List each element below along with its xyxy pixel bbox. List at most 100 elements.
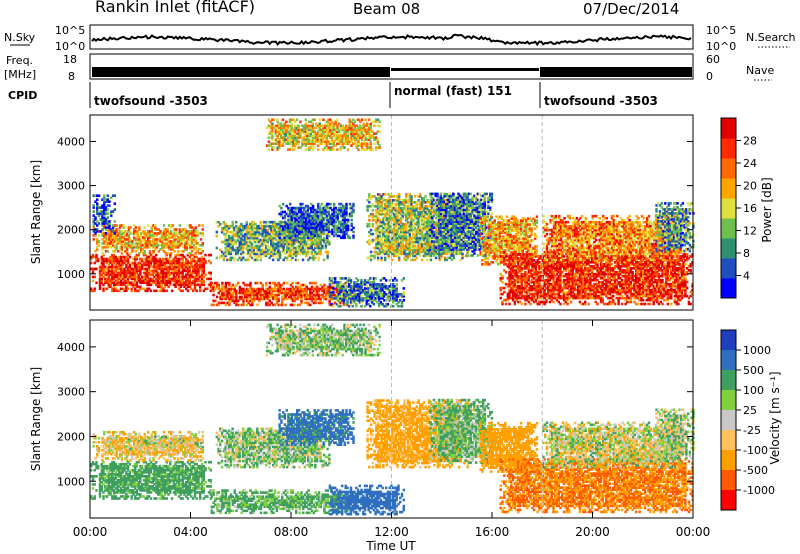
data-cell (188, 267, 191, 271)
data-cell (291, 238, 294, 242)
data-cell (282, 240, 285, 244)
data-cell (398, 203, 401, 206)
data-cell (408, 240, 411, 244)
data-cell (209, 277, 212, 281)
data-cell (340, 210, 343, 214)
data-cell (402, 291, 405, 294)
data-cell (114, 283, 117, 287)
data-cell (333, 220, 336, 224)
data-cell (291, 236, 294, 240)
data-cell (349, 299, 353, 302)
data-cell (124, 242, 127, 245)
data-cell (422, 234, 426, 238)
data-cell (163, 257, 167, 261)
data-cell (311, 222, 315, 226)
data-cell (342, 293, 346, 296)
data-cell (154, 238, 157, 241)
data-cell (385, 302, 388, 306)
data-cell (219, 248, 222, 252)
data-cell (395, 283, 398, 286)
data-cell (304, 214, 308, 218)
data-cell (215, 283, 219, 287)
data-cell (284, 228, 287, 232)
data-cell (179, 275, 183, 279)
data-cell (101, 230, 104, 233)
data-cell (160, 271, 163, 275)
data-cell (384, 238, 387, 242)
data-cell (375, 242, 378, 246)
data-cell (287, 222, 291, 226)
data-cell (107, 269, 110, 273)
data-cell (231, 297, 235, 301)
data-cell (261, 242, 264, 246)
data-cell (112, 273, 116, 277)
data-cell (385, 230, 389, 234)
data-cell (401, 224, 404, 228)
data-cell (199, 244, 203, 247)
data-cell (163, 285, 167, 289)
data-cell (289, 303, 293, 307)
data-cell (148, 263, 151, 267)
data-cell (356, 283, 360, 286)
data-cell (199, 283, 202, 287)
data-cell (104, 238, 108, 241)
data-cell (166, 234, 169, 237)
data-cell (349, 301, 353, 304)
data-cell (436, 244, 440, 248)
data-cell (227, 258, 231, 262)
data-cell (163, 265, 167, 269)
data-cell (235, 246, 238, 250)
data-cell (415, 205, 418, 208)
data-cell (189, 246, 192, 249)
data-cell (365, 299, 368, 302)
data-cell (387, 252, 390, 256)
data-cell (256, 238, 259, 242)
data-cell (126, 257, 130, 261)
data-cell (440, 252, 443, 256)
data-cell (299, 216, 302, 220)
data-cell (185, 263, 188, 267)
data-cell (261, 232, 264, 236)
data-cell (256, 224, 259, 228)
data-cell (163, 281, 167, 285)
data-cell (101, 210, 104, 213)
data-cell (156, 283, 160, 287)
data-cell (172, 279, 176, 283)
data-cell (128, 281, 132, 285)
data-cell (264, 250, 268, 254)
data-cell (121, 259, 125, 263)
data-cell (240, 238, 243, 242)
data-cell (187, 234, 190, 237)
data-cell (120, 230, 124, 233)
data-cell (385, 232, 389, 236)
data-cell (229, 256, 233, 260)
data-cell (374, 291, 377, 294)
data-cell (396, 240, 399, 244)
data-cell (128, 269, 132, 273)
data-cell (158, 263, 161, 267)
data-cell (90, 267, 93, 271)
data-cell (115, 242, 118, 245)
data-cell (321, 293, 324, 297)
data-cell (392, 207, 396, 210)
data-cell (251, 303, 254, 307)
data-cell (370, 285, 374, 288)
data-cell (337, 299, 340, 302)
data-cell (93, 275, 96, 279)
data-cell (184, 234, 187, 237)
data-cell (394, 240, 397, 244)
data-cell (440, 254, 443, 258)
data-cell (110, 236, 113, 239)
data-cell (96, 238, 99, 241)
data-cell (379, 279, 383, 282)
data-cell (101, 246, 104, 249)
data-cell (373, 214, 376, 218)
data-cell (233, 289, 236, 293)
data-cell (328, 291, 332, 294)
data-cell (327, 220, 331, 224)
data-cell (113, 220, 116, 223)
data-cell (209, 283, 212, 287)
data-cell (322, 258, 326, 262)
data-cell (382, 246, 385, 250)
data-cell (158, 289, 161, 293)
